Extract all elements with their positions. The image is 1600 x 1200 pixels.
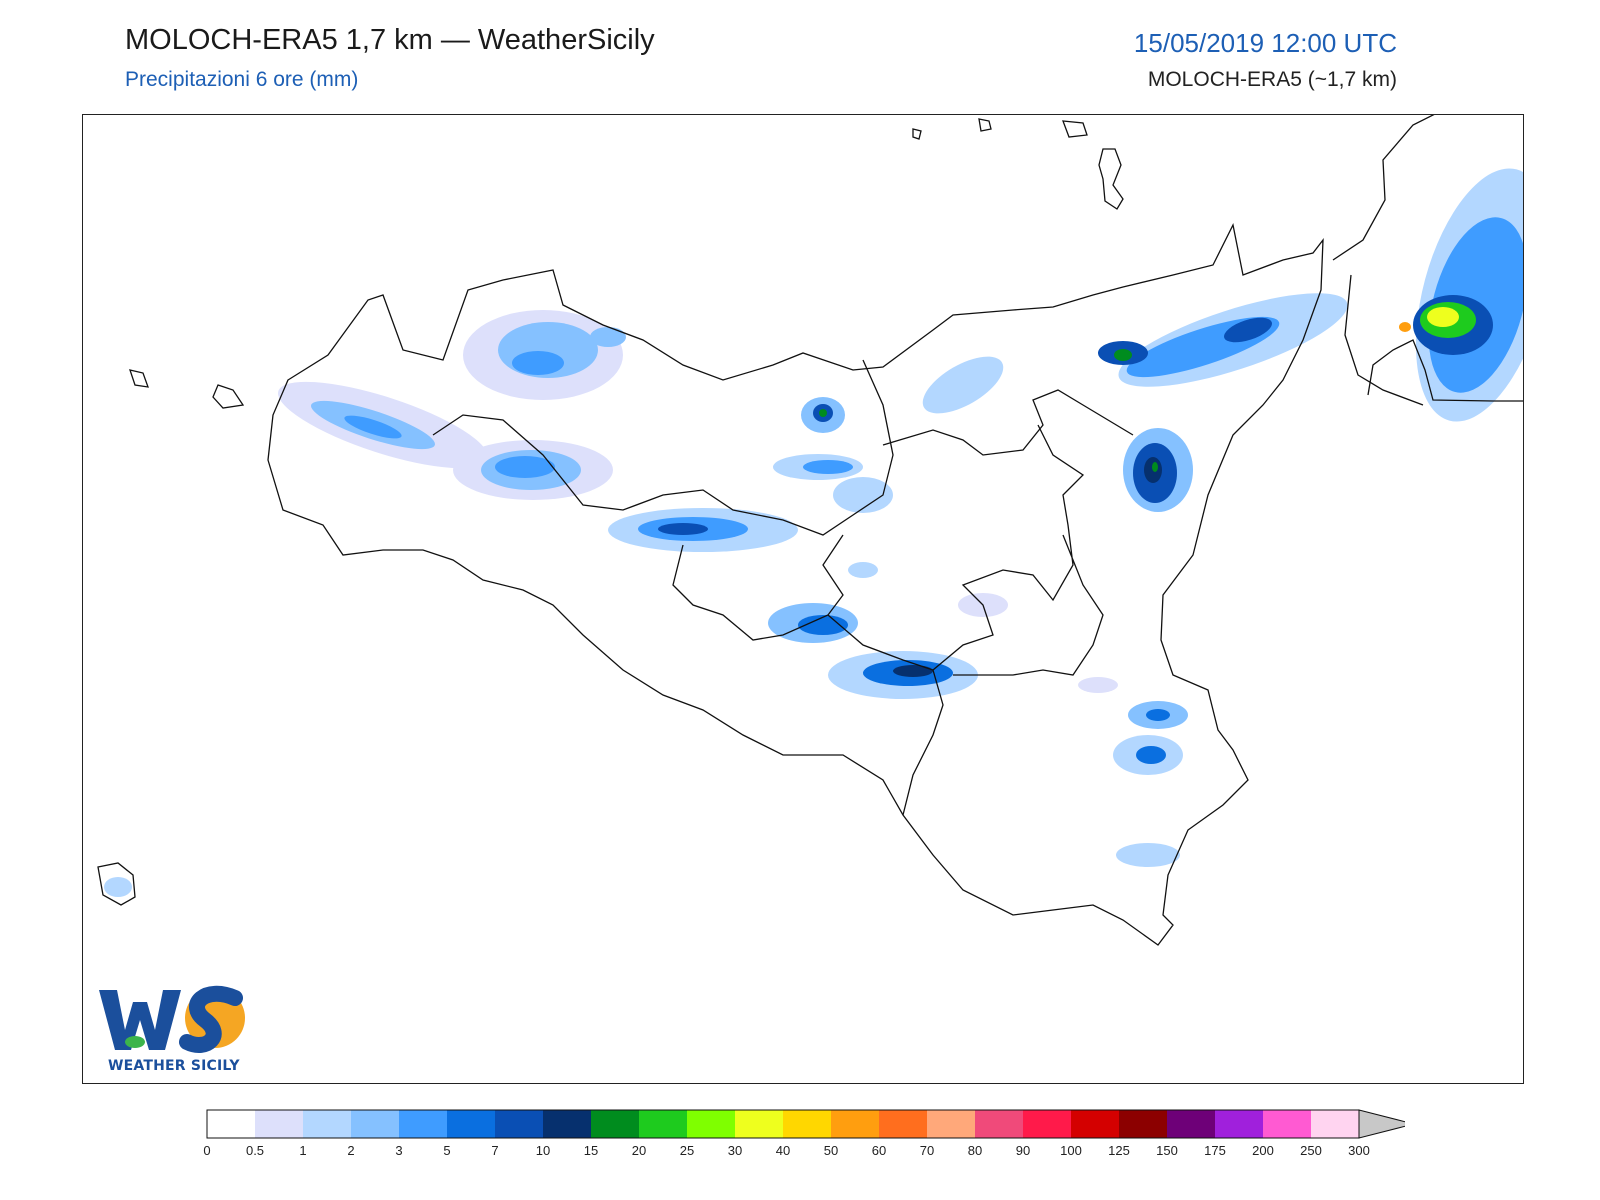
legend-tick-label: 7 <box>491 1143 499 1158</box>
legend-swatch <box>1215 1110 1263 1138</box>
legend-swatch <box>207 1110 255 1138</box>
legend-swatch <box>1071 1110 1119 1138</box>
legend-frame <box>206 1109 1360 1139</box>
legend-tick-label: 10 <box>535 1143 551 1158</box>
legend-swatch <box>879 1110 927 1138</box>
legend-tick-label: 1 <box>299 1143 307 1158</box>
legend-swatch <box>1263 1110 1311 1138</box>
legend-tick-label: 25 <box>679 1143 695 1158</box>
legend-swatch <box>495 1110 543 1138</box>
legend-tick-label: 90 <box>1015 1143 1031 1158</box>
legend-swatch <box>1167 1110 1215 1138</box>
legend-tick-label: 50 <box>823 1143 839 1158</box>
legend-swatch <box>687 1110 735 1138</box>
legend-swatch <box>783 1110 831 1138</box>
legend-swatch <box>351 1110 399 1138</box>
legend-tick-label: 80 <box>967 1143 983 1158</box>
valid-datetime: 15/05/2019 12:00 UTC <box>1133 28 1397 58</box>
legend-tick-label: 60 <box>871 1143 887 1158</box>
legend-tick-label: 30 <box>727 1143 743 1158</box>
map-title: MOLOCH-ERA5 1,7 km — WeatherSicily <box>125 24 655 56</box>
legend-tick-label: 175 <box>1204 1143 1226 1158</box>
legend-tick-label: 5 <box>443 1143 451 1158</box>
legend-colorbar <box>205 1106 1405 1146</box>
legend-overflow-arrow <box>1358 1109 1405 1139</box>
legend-swatch <box>831 1110 879 1138</box>
legend-swatch <box>1119 1110 1167 1138</box>
legend-tick-label: 250 <box>1300 1143 1322 1158</box>
map-canvas <box>97 115 1523 946</box>
legend-tick-label: 300 <box>1348 1143 1370 1158</box>
legend-tick-label: 0.5 <box>245 1143 265 1158</box>
precipitation-map <box>82 114 1524 1084</box>
legend-tick-label: 15 <box>583 1143 599 1158</box>
legend-tick-label: 0 <box>203 1143 211 1158</box>
legend-tick-label: 40 <box>775 1143 791 1158</box>
logo-text: WEATHER SICILY <box>108 1058 240 1074</box>
legend-tick-label: 70 <box>919 1143 935 1158</box>
legend-swatch <box>255 1110 303 1138</box>
legend-tick-label: 2 <box>347 1143 355 1158</box>
legend-swatch <box>447 1110 495 1138</box>
model-label: MOLOCH-ERA5 (~1,7 km) <box>1147 68 1397 91</box>
legend-swatch <box>1311 1110 1359 1138</box>
colorbar-svg <box>206 1109 1405 1139</box>
precipitation-field <box>104 168 1523 897</box>
legend-tick-label: 200 <box>1252 1143 1274 1158</box>
logo-mark <box>99 985 245 1053</box>
coastline <box>97 115 1523 946</box>
legend-swatch <box>927 1110 975 1138</box>
legend-swatch <box>303 1110 351 1138</box>
weathersicily-logo <box>95 980 255 1080</box>
legend-tick-label: 125 <box>1108 1143 1130 1158</box>
map-subtitle: Precipitazioni 6 ore (mm) <box>125 68 359 91</box>
legend-swatch <box>399 1110 447 1138</box>
legend-tick-label: 150 <box>1156 1143 1178 1158</box>
legend-swatch <box>975 1110 1023 1138</box>
legend-swatch <box>591 1110 639 1138</box>
legend-tick-label: 20 <box>631 1143 647 1158</box>
legend-swatch <box>735 1110 783 1138</box>
legend-tick-label: 3 <box>395 1143 403 1158</box>
legend-swatch <box>1023 1110 1071 1138</box>
legend-swatch <box>543 1110 591 1138</box>
legend-swatch <box>639 1110 687 1138</box>
legend-tick-label: 100 <box>1060 1143 1082 1158</box>
